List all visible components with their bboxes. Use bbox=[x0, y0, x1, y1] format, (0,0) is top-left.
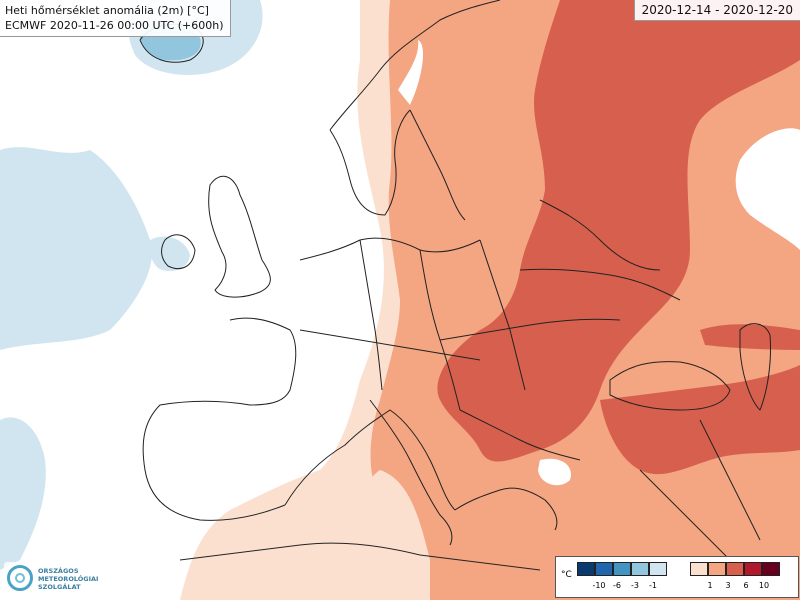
map-title-box: Heti hőmérséklet anomália (2m) [°C] ECMW… bbox=[0, 0, 231, 37]
legend-swatch-pos-10 bbox=[762, 562, 780, 576]
logo-line-2: METEOROLÓGIAI bbox=[38, 575, 99, 583]
anomaly-area-neutral-scandinavia bbox=[398, 40, 424, 105]
logo-line-3: SZOLGÁLAT bbox=[38, 583, 81, 591]
legend-tick-neg-6: -6 bbox=[613, 581, 621, 590]
anomaly-area-neutral-balkans bbox=[538, 458, 571, 486]
date-range-box: 2020-12-14 - 2020-12-20 bbox=[633, 0, 800, 21]
anomaly-area-negative-ireland-coast bbox=[149, 236, 190, 272]
legend-swatch-pos-3 bbox=[726, 562, 744, 576]
legend-swatch-neg-10 bbox=[577, 562, 595, 576]
legend-swatch-pos-1 bbox=[708, 562, 726, 576]
legend-swatch-neg-3 bbox=[613, 562, 631, 576]
legend-swatch-pos-0 bbox=[690, 562, 708, 576]
legend-tick-pos-6: 6 bbox=[743, 581, 749, 590]
legend-tick-neg-10: -10 bbox=[592, 581, 606, 590]
anomaly-area-negative-atlantic bbox=[0, 147, 152, 350]
legend-tick-pos-1: 1 bbox=[707, 581, 713, 590]
map-title: Heti hőmérséklet anomália (2m) [°C] bbox=[5, 4, 209, 17]
model-run-info: ECMWF 2020-11-26 00:00 UTC (+600h) bbox=[5, 19, 224, 32]
anomaly-area-neutral-northeast bbox=[735, 128, 800, 250]
omsz-logo-icon bbox=[7, 565, 33, 591]
legend-tick-neg-3: -3 bbox=[631, 581, 639, 590]
legend-tick-neg-1: -1 bbox=[649, 581, 657, 590]
anomaly-area-pale-italy bbox=[300, 470, 430, 600]
color-legend: °C -10 -6 -3 -1 1 3 6 10 bbox=[555, 556, 799, 598]
legend-swatch-neg-1 bbox=[631, 562, 649, 576]
anomaly-area-positive-3-6-east bbox=[600, 365, 800, 475]
legend-tick-pos-10: 10 bbox=[758, 581, 770, 590]
omsz-logo: ORSZÁGOS METEOROLÓGIAI SZOLGÁLAT bbox=[4, 562, 100, 596]
anomaly-area-negative-southwest bbox=[0, 417, 46, 570]
legend-swatch-neg-0 bbox=[649, 562, 667, 576]
legend-swatch-neg-6 bbox=[595, 562, 613, 576]
logo-line-1: ORSZÁGOS bbox=[38, 567, 79, 575]
legend-unit: °C bbox=[561, 570, 572, 580]
anomaly-area-positive-3-6-core bbox=[437, 0, 800, 462]
anomaly-area-positive-3-6-caucasus bbox=[700, 324, 800, 350]
date-range: 2020-12-14 - 2020-12-20 bbox=[641, 3, 793, 17]
legend-swatch-pos-6 bbox=[744, 562, 762, 576]
legend-tick-pos-3: 3 bbox=[725, 581, 731, 590]
